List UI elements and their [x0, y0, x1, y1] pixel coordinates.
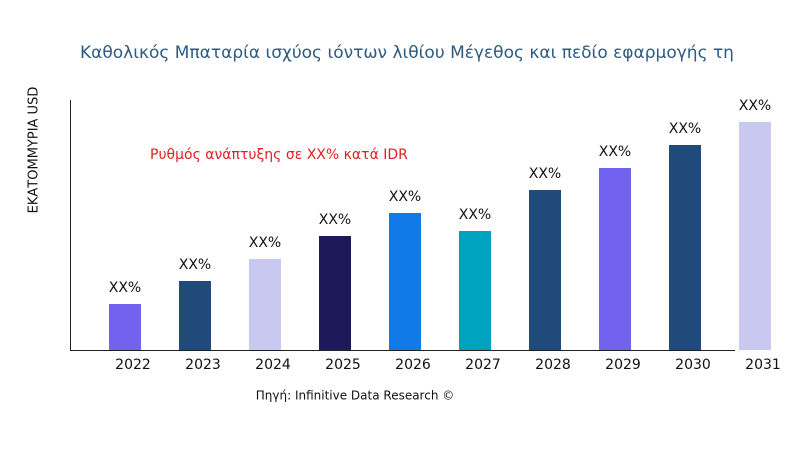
bar: [389, 213, 421, 350]
value-label: XX%: [669, 121, 701, 137]
value-label: XX%: [179, 257, 211, 273]
bar: [249, 259, 281, 350]
x-tick-label: 2025: [325, 357, 361, 373]
bar: [739, 122, 771, 350]
value-label: XX%: [529, 166, 561, 182]
bar: [109, 304, 141, 350]
x-tick-label: 2022: [115, 357, 151, 373]
bar: [529, 190, 561, 350]
x-tick-label: 2030: [675, 357, 711, 373]
bar: [669, 145, 701, 350]
x-tick-label: 2027: [465, 357, 501, 373]
value-label: XX%: [739, 98, 771, 114]
bar: [459, 231, 491, 350]
bar: [319, 236, 351, 350]
bar: [599, 168, 631, 350]
x-tick-label: 2028: [535, 357, 571, 373]
x-tick-label: 2023: [185, 357, 221, 373]
value-label: XX%: [319, 212, 351, 228]
annotation: Ρυθμός ανάπτυξης σε XX% κατά IDR: [150, 147, 408, 163]
y-axis-label: ΕΚΑΤΟΜΜΥΡΙΑ USD: [27, 87, 42, 214]
value-label: XX%: [109, 280, 141, 296]
x-tick-label: 2024: [255, 357, 291, 373]
source: Πηγή: Infinitive Data Research ©: [256, 389, 455, 403]
value-label: XX%: [459, 207, 491, 223]
x-tick-label: 2031: [745, 357, 781, 373]
bar: [179, 281, 211, 350]
value-label: XX%: [599, 144, 631, 160]
value-label: XX%: [389, 189, 421, 205]
x-tick-label: 2029: [605, 357, 641, 373]
chart-title: Καθολικός Μπαταρία ισχύος ιόντων λιθίου …: [80, 43, 734, 63]
value-label: XX%: [249, 235, 281, 251]
x-tick-label: 2026: [395, 357, 431, 373]
